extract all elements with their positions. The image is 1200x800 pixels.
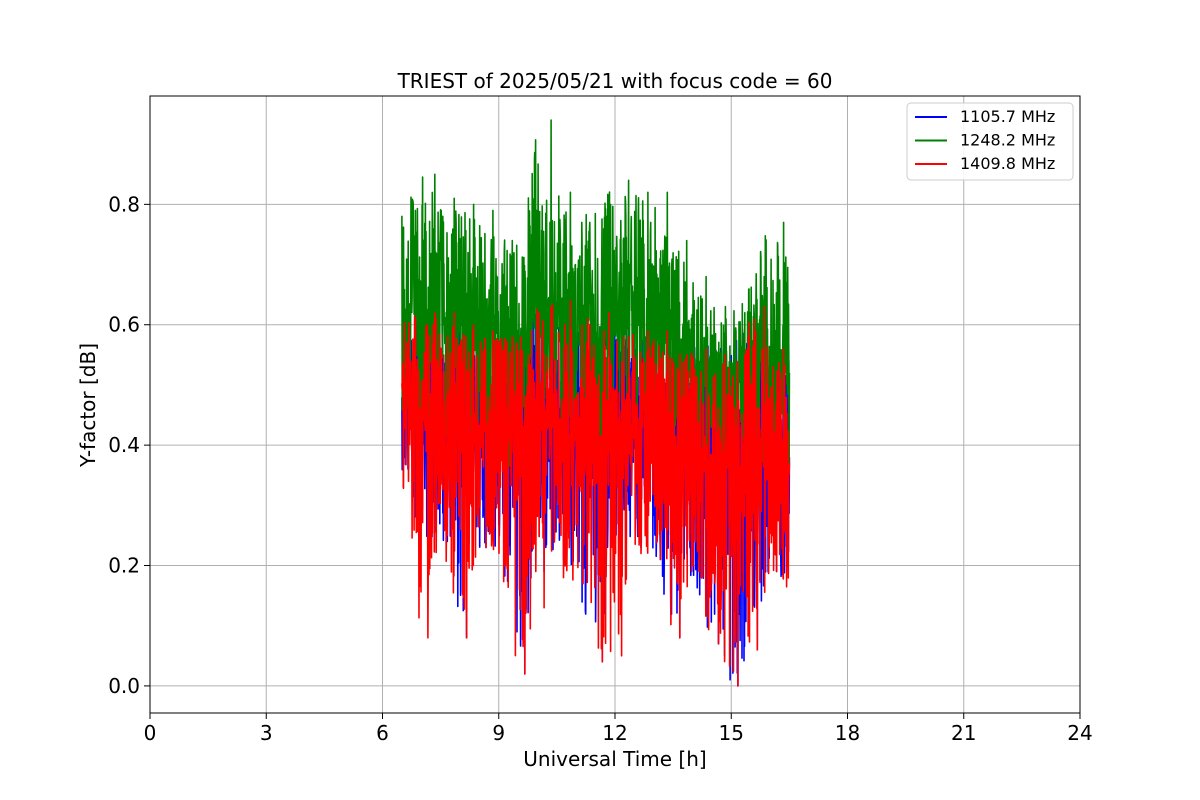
x-tick-label: 0 <box>144 721 157 745</box>
x-axis-label: Universal Time [h] <box>523 747 706 771</box>
x-tick-label: 24 <box>1067 721 1092 745</box>
plot-series <box>401 119 791 687</box>
chart-title: TRIEST of 2025/05/21 with focus code = 6… <box>397 69 833 93</box>
y-tick-label: 0.0 <box>108 674 140 698</box>
legend-label: 1248.2 MHz <box>960 131 1055 150</box>
legend-label: 1409.8 MHz <box>960 154 1055 173</box>
y-axis-label: Y-factor [dB] <box>76 343 100 468</box>
x-tick-label: 12 <box>602 721 627 745</box>
x-tick-label: 18 <box>835 721 860 745</box>
y-axis: 0.0 0.2 0.4 0.6 0.8 <box>108 192 150 698</box>
x-tick-label: 21 <box>951 721 976 745</box>
x-tick-label: 9 <box>492 721 505 745</box>
y-tick-label: 0.4 <box>108 433 140 457</box>
x-tick-label: 15 <box>719 721 744 745</box>
x-axis: 0 3 6 9 12 15 18 21 24 <box>144 713 1093 745</box>
legend: 1105.7 MHz 1248.2 MHz 1409.8 MHz <box>906 102 1074 181</box>
y-tick-label: 0.2 <box>108 554 140 578</box>
legend-label: 1105.7 MHz <box>960 107 1055 126</box>
series-line-1409-8-mhz <box>401 299 791 687</box>
x-tick-label: 6 <box>376 721 389 745</box>
x-tick-label: 3 <box>260 721 273 745</box>
y-tick-label: 0.6 <box>108 313 140 337</box>
legend-box <box>906 102 1074 181</box>
y-tick-label: 0.8 <box>108 192 140 216</box>
